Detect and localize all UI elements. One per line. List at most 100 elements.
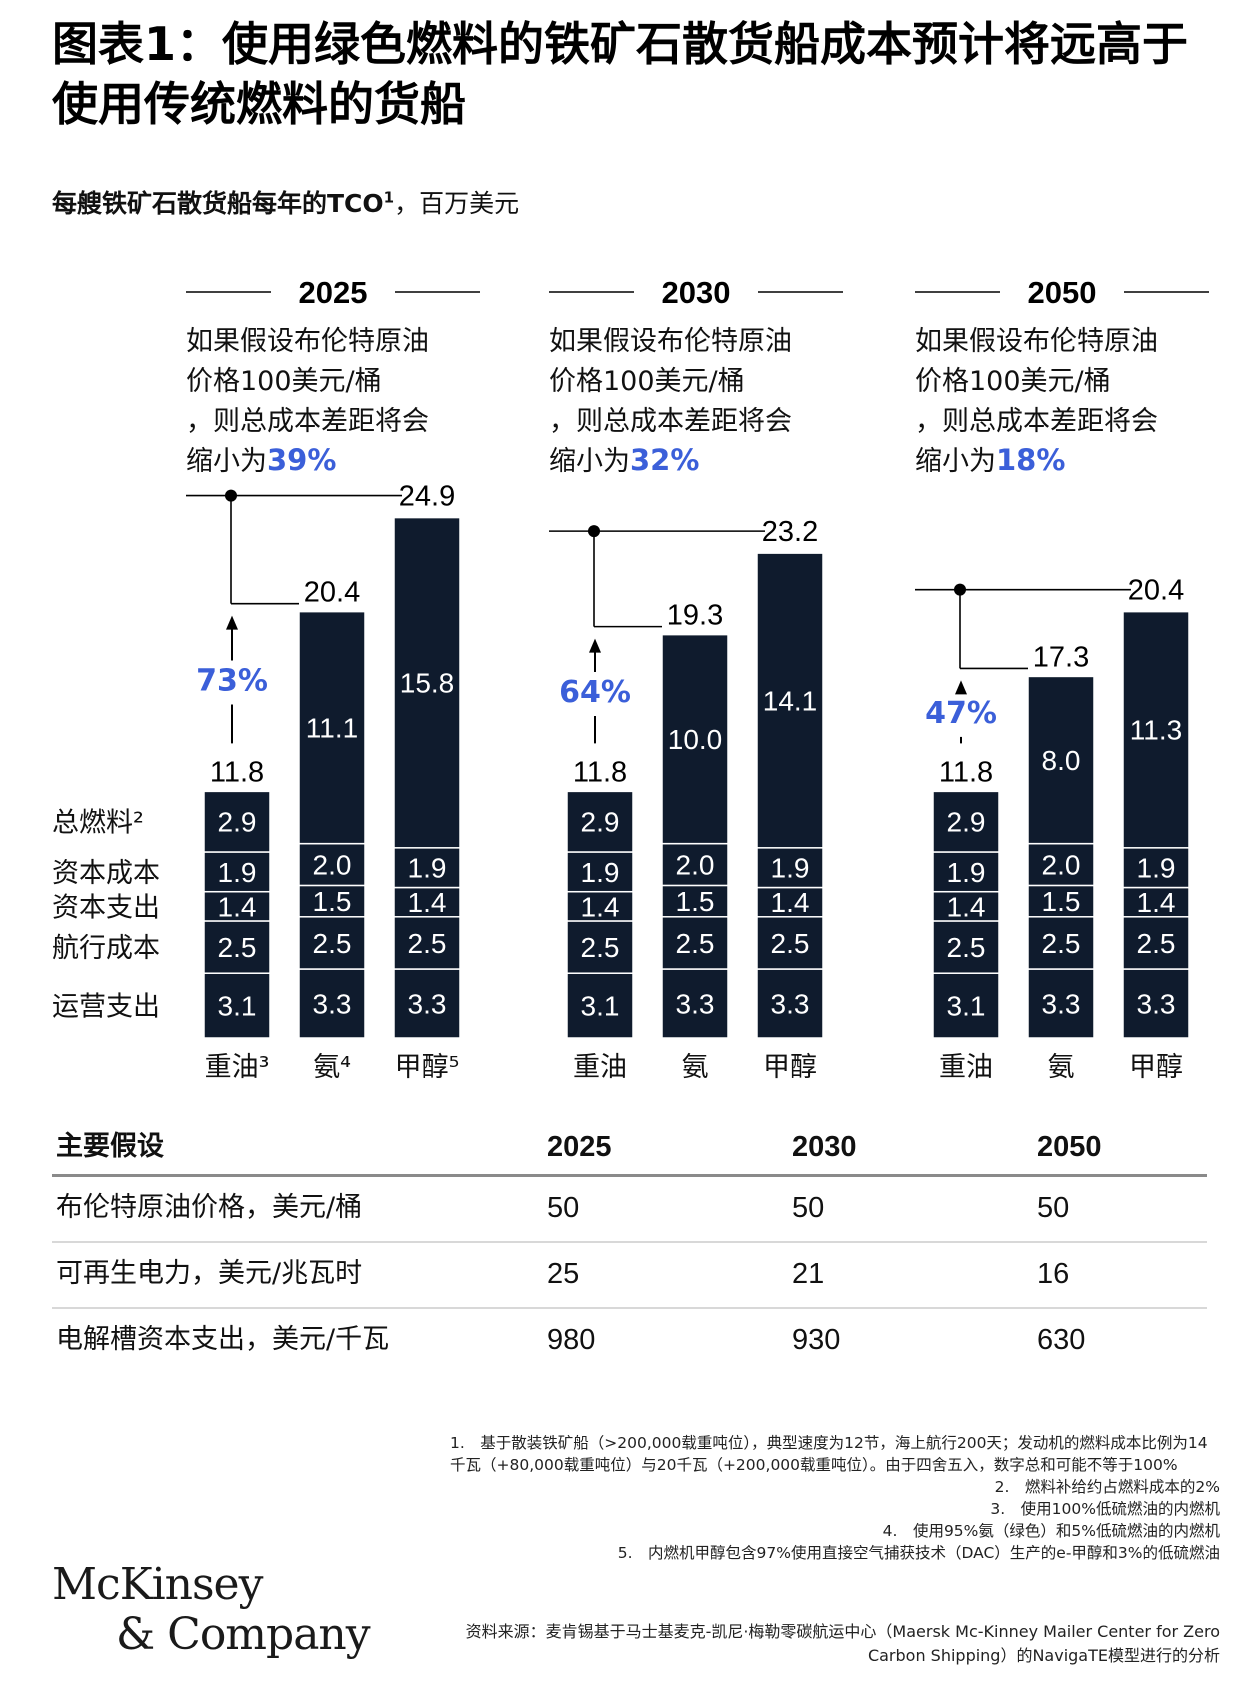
logo-line-1: McKinsey (52, 1559, 263, 1610)
percent-increase-label: 64% (559, 675, 631, 710)
segment-value-label: 1.5 (1042, 886, 1081, 917)
row-label: 布伦特原油价格，美元/桶 (56, 1192, 363, 1223)
category-label: 甲醇 (763, 1052, 817, 1083)
segment-value-label: 2.5 (581, 932, 620, 963)
note-line: ，则总成本差距将会 (915, 406, 1158, 437)
segment-value-label: 11.1 (306, 713, 358, 744)
category-label: 重油 (573, 1052, 627, 1083)
logo-line-2: & Company (116, 1609, 371, 1660)
bar-segment (203, 920, 271, 974)
footnote: 5. 内燃机甲醇包含97%使用直接空气捕获技术（DAC）生产的e-甲醇和3%的低… (617, 1544, 1220, 1562)
cell-value: 21 (792, 1258, 825, 1290)
assumptions-header-label: 主要假设 (56, 1131, 164, 1162)
bar-segment (661, 633, 729, 845)
bar-segment (1027, 916, 1095, 970)
subtitle-unit: ，百万美元 (394, 189, 520, 218)
table-row: 布伦特原油价格，美元/桶 50 50 50 (52, 1177, 1207, 1243)
footnote: 2. 燃料补给约占燃料成本的2% (994, 1478, 1220, 1496)
subtitle-footnote-mark: 1 (383, 188, 395, 207)
segment-value-label: 1.9 (581, 857, 620, 888)
segment-value-label: 2.5 (313, 928, 352, 959)
note-line: 价格100美元/桶 (915, 366, 1111, 397)
row-label: 总燃料² (52, 808, 144, 839)
bar-segment (932, 851, 1000, 893)
category-label: 重油³ (205, 1052, 270, 1083)
assumptions-table: 主要假设 2025 2030 2050 布伦特原油价格，美元/桶 50 50 5… (52, 1120, 1207, 1373)
cell-value: 930 (792, 1324, 841, 1356)
page-title: 图表1：使用绿色燃料的铁矿石散货船成本预计将远高于使用传统燃料的货船 (52, 17, 1189, 131)
segment-value-label: 1.4 (408, 887, 447, 918)
total-label: 17.3 (1033, 641, 1089, 673)
segment-value-label: 8.0 (1042, 745, 1081, 776)
bar-segment (298, 610, 366, 845)
note-line: 缩小为32% (549, 443, 699, 477)
segment-value-label: 2.5 (771, 928, 810, 959)
percent-increase-label: 73% (196, 664, 268, 699)
segment-value-label: 3.3 (313, 989, 352, 1020)
bar-segment (756, 552, 824, 849)
arrow-head (955, 680, 967, 695)
segment-value-label: 1.9 (408, 853, 447, 884)
total-label: 11.8 (210, 756, 264, 788)
category-label: 氨 (1048, 1052, 1075, 1083)
total-label: 20.4 (1128, 575, 1184, 607)
segment-value-label: 1.5 (676, 886, 715, 917)
segment-value-label: 1.9 (218, 857, 257, 888)
bar-segment (1122, 968, 1190, 1039)
segment-value-label: 2.5 (676, 928, 715, 959)
segment-value-label: 3.1 (581, 991, 620, 1022)
cell-value: 16 (1037, 1258, 1070, 1290)
cell-value: 25 (547, 1258, 580, 1290)
bar-segment (298, 916, 366, 970)
segment-value-label: 3.1 (947, 991, 986, 1022)
bar-segment (393, 968, 461, 1039)
bar-segment (203, 851, 271, 893)
bar-segment (566, 790, 634, 853)
arrow-head (589, 638, 601, 653)
cell-value: 50 (1037, 1192, 1070, 1224)
total-label: 11.8 (573, 756, 627, 788)
total-label: 19.3 (667, 600, 723, 632)
category-label: 氨 (682, 1052, 709, 1083)
source-note: 资料来源：麦肯锡基于马士基麦克-凯尼·梅勒零碳航运中心（Maersk Mc-Ki… (465, 1622, 1220, 1665)
segment-value-label: 3.3 (676, 989, 715, 1020)
cell-value: 980 (547, 1324, 596, 1356)
segment-value-label: 1.4 (771, 887, 810, 918)
segment-value-label: 3.1 (218, 991, 257, 1022)
note-percent: 18% (996, 443, 1065, 477)
footnote: 4. 使用95%氨（绿色）和5%低硫燃油的内燃机 (882, 1522, 1220, 1540)
bar-segment (1122, 610, 1190, 849)
bar-segment (1122, 847, 1190, 889)
segment-value-label: 1.4 (1137, 887, 1176, 918)
bar-segment (1027, 968, 1095, 1039)
footnotes: 1. 基于散装铁矿船（>200,000载重吨位），典型速度为12节，海上航行20… (450, 1432, 1220, 1564)
note-percent: 39% (267, 443, 336, 477)
bar-segment (298, 884, 366, 918)
table-row: 可再生电力，美元/兆瓦时 25 21 16 (52, 1243, 1207, 1309)
bar-segment (661, 884, 729, 918)
bar-segment (932, 920, 1000, 974)
note-line: 价格100美元/桶 (549, 366, 745, 397)
segment-value-label: 2.0 (313, 850, 352, 881)
category-label: 重油 (939, 1052, 993, 1083)
row-label: 电解槽资本支出，美元/千瓦 (56, 1324, 390, 1355)
year-label: 2050 (1028, 275, 1097, 310)
segment-value-label: 3.3 (771, 989, 810, 1020)
segment-value-label: 1.5 (313, 886, 352, 917)
segment-value-label: 10.0 (668, 724, 723, 755)
year-label: 2025 (299, 275, 368, 310)
cell-value: 630 (1037, 1324, 1086, 1356)
category-label: 氨⁴ (313, 1052, 351, 1083)
segment-value-label: 3.3 (1137, 989, 1176, 1020)
segment-value-label: 2.9 (947, 807, 986, 838)
note-line: ，则总成本差距将会 (549, 406, 792, 437)
bar-segment (756, 916, 824, 970)
note-line: 如果假设布伦特原油 (549, 326, 792, 357)
segment-value-label: 3.3 (408, 989, 447, 1020)
segment-value-label: 2.0 (676, 850, 715, 881)
